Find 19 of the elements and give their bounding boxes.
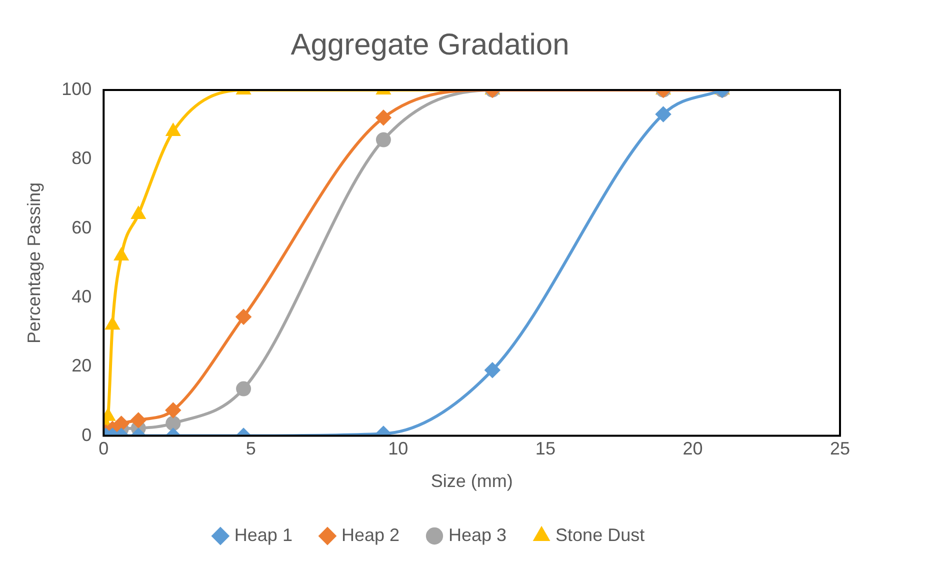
legend-label: Heap 3 [448, 524, 507, 545]
x-axis-title: Size (mm) [430, 471, 513, 492]
y-tick-label: 0 [82, 424, 92, 445]
y-tick-label: 100 [62, 78, 92, 99]
y-tick-label: 80 [72, 148, 92, 168]
legend-label: Stone Dust [556, 524, 645, 545]
x-tick-label: 5 [246, 438, 256, 459]
x-tick-label: 25 [830, 438, 850, 459]
x-tick-label: 10 [388, 438, 408, 459]
y-tick-label: 40 [72, 286, 92, 306]
x-tick-label: 15 [535, 438, 556, 459]
legend-label: Heap 1 [234, 524, 292, 545]
y-tick-label: 20 [72, 356, 92, 376]
legend-label: Heap 2 [341, 524, 400, 545]
x-tick-label: 20 [682, 438, 703, 459]
y-tick-label: 60 [72, 217, 92, 238]
x-tick-label: 0 [98, 438, 109, 459]
y-axis-title: Percentage Passing [24, 182, 44, 344]
chart-title: Aggregate Gradation [290, 28, 570, 62]
